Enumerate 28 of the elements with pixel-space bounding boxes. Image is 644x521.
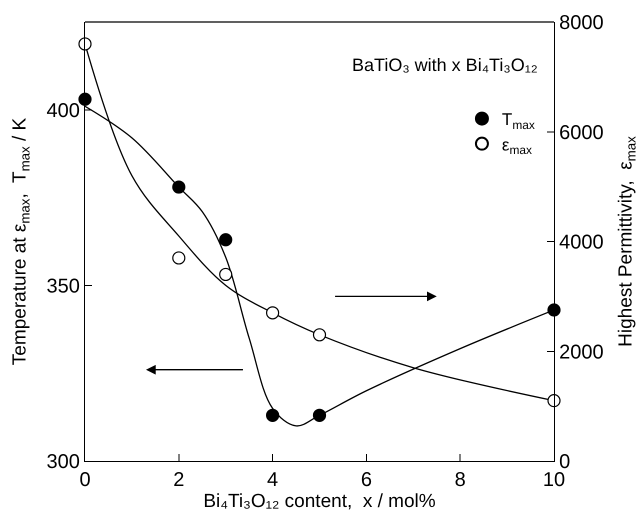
point	[266, 408, 280, 422]
x-tick-label: 2	[173, 469, 184, 492]
x-tick-label: 0	[79, 469, 91, 492]
y2-tick-label: 4000	[559, 232, 604, 254]
y-tick-label: 300	[46, 451, 80, 473]
y2-tick-label: 6000	[559, 122, 604, 144]
y2-tick-label: 8000	[559, 12, 604, 34]
y-tick-label: 400	[46, 100, 80, 122]
legend-label: T$_{max}$	[502, 110, 535, 132]
point	[172, 180, 186, 194]
x-tick-label: 6	[360, 469, 372, 492]
point	[312, 328, 326, 342]
point	[547, 394, 561, 408]
x-tick-label: 4	[267, 469, 278, 492]
point	[312, 408, 326, 422]
point	[219, 268, 232, 282]
point	[78, 92, 92, 106]
point	[172, 251, 186, 265]
y2-tick-label: 2000	[559, 341, 604, 364]
point	[266, 306, 280, 320]
point	[547, 303, 561, 317]
x-tick-label: 8	[454, 469, 466, 492]
annotation: BaTiO₃ with x Bi₄Ti₃O₁₂	[352, 55, 538, 75]
legend-label: ε$_{max}$	[502, 135, 532, 157]
point	[219, 233, 232, 246]
x-axis-title: Bi₄Ti₃O₁₂ content, x / mol%	[203, 491, 436, 512]
y-tick-label: 350	[46, 275, 80, 298]
point	[78, 37, 92, 51]
